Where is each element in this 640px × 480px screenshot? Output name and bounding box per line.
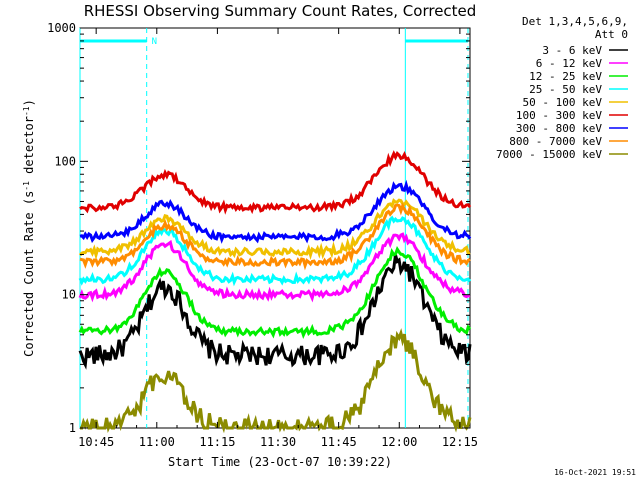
- series-line-8: [80, 328, 472, 434]
- series-line-6: [79, 179, 472, 244]
- y-axis-label-sup2: -1: [22, 106, 31, 116]
- grid-layer: N: [79, 28, 469, 428]
- legend-label-8: 7000 - 15000 keV: [496, 148, 602, 161]
- timestamp: 16-Oct-2021 19:51: [554, 468, 636, 477]
- y-axis-label-main: Corrected Count Rate (s: [22, 191, 36, 357]
- legend-label-7: 800 - 7000 keV: [509, 135, 602, 148]
- y-tick-label-0: 1: [69, 421, 76, 435]
- y-axis-label: Corrected Count Rate (s-1 detector-1): [22, 99, 37, 357]
- series-line-3: [78, 215, 472, 287]
- legend-label-0: 3 - 6 keV: [542, 44, 602, 57]
- y-tick-label-3: 1000: [47, 21, 76, 35]
- x-tick-label-3: 11:30: [260, 435, 296, 449]
- x-tick-label-4: 11:45: [321, 435, 357, 449]
- x-tick-label-0: 10:45: [78, 435, 114, 449]
- x-tick-label-2: 11:15: [199, 435, 235, 449]
- series-line-7: [79, 202, 471, 271]
- y-axis-label-end: ): [22, 99, 36, 106]
- series-line-1: [78, 232, 471, 303]
- series-line-2: [78, 245, 472, 339]
- legend-label-5: 100 - 300 keV: [516, 109, 602, 122]
- legend-header-line-1: Det 1,3,4,5,6,9,: [522, 15, 628, 28]
- x-tick-label-5: 12:00: [381, 435, 417, 449]
- night-flag-label: N: [152, 37, 157, 47]
- series-line-0: [78, 254, 472, 370]
- legend-label-3: 25 - 50 keV: [529, 83, 602, 96]
- legend-label-4: 50 - 100 keV: [523, 96, 603, 109]
- y-tick-label-2: 100: [54, 154, 76, 168]
- series-line-5: [79, 150, 472, 215]
- series-line-4: [78, 198, 471, 261]
- series-layer: [78, 150, 472, 434]
- axis-layer: 10:45 11:00 11:15 11:30 11:45 12:00 12:15 1 10 10…: [47, 21, 478, 449]
- legend-label-1: 6 - 12 keV: [536, 57, 603, 70]
- y-axis-label-mid: detector: [22, 116, 36, 181]
- x-tick-label-6: 12:15: [442, 435, 478, 449]
- legend-header-line-2: Att 0: [595, 28, 628, 41]
- y-tick-label-1: 10: [62, 288, 76, 302]
- legend-label-6: 300 - 800 keV: [516, 122, 602, 135]
- legend-label-2: 12 - 25 keV: [529, 70, 602, 83]
- x-tick-label-1: 11:00: [139, 435, 175, 449]
- x-axis-label: Start Time (23-Oct-07 10:39:22): [168, 455, 392, 469]
- chart-title: RHESSI Observing Summary Count Rates, Co…: [84, 2, 477, 20]
- y-axis-label-sup1: -1: [22, 181, 31, 191]
